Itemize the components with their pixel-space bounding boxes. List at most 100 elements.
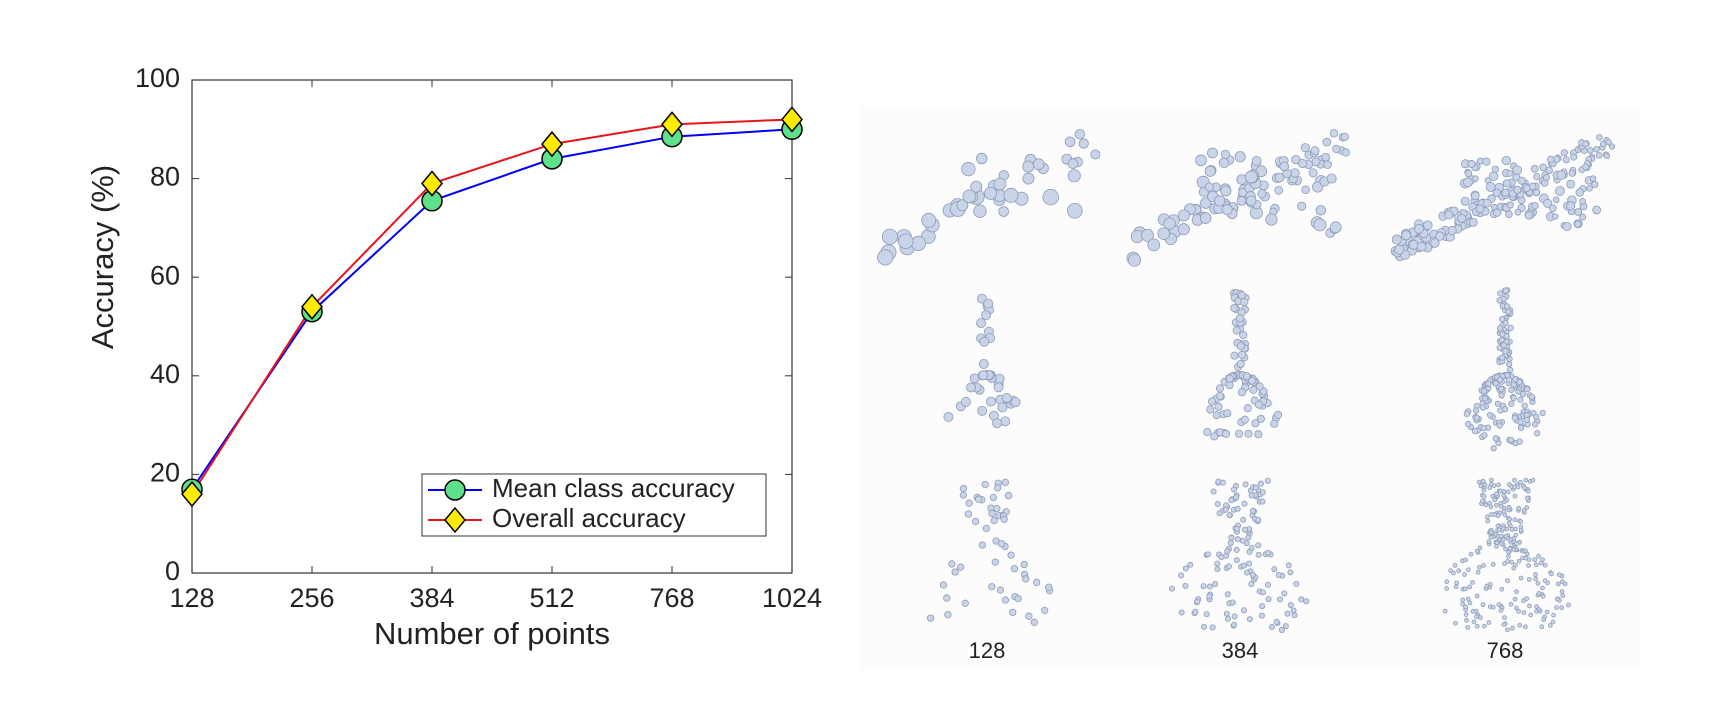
cloud-point (1310, 146, 1320, 156)
cloud-point (1521, 402, 1528, 409)
cloud-point (1480, 498, 1485, 504)
cloud-point (1518, 519, 1524, 524)
cloud-point (1045, 583, 1053, 591)
cloud-point (1505, 578, 1510, 584)
cloud-point (1274, 410, 1283, 419)
cloud-point (1523, 477, 1529, 483)
cloud-point (948, 560, 956, 568)
cloud-point (1240, 415, 1249, 424)
cloud-point (1596, 134, 1603, 141)
cloud-point (1291, 154, 1301, 165)
cloud-point (1233, 546, 1240, 553)
cloud-point (1322, 137, 1332, 147)
cloud-point (1259, 489, 1266, 496)
cloud-point (1562, 581, 1568, 587)
cloud-point (1447, 225, 1457, 236)
cloud-point (1237, 291, 1247, 300)
cloud-point (1204, 182, 1214, 192)
cloud-point (1582, 163, 1589, 171)
cloud-point (1514, 541, 1519, 546)
cloud-point (1235, 314, 1244, 323)
cloud-point (1074, 128, 1086, 140)
cloud-point (976, 318, 987, 329)
cloud-point (1513, 532, 1519, 538)
cloud-point (1273, 618, 1280, 625)
cloud-point (1507, 324, 1514, 332)
cloud-point (1199, 212, 1212, 224)
cloud-point (1032, 158, 1045, 171)
cloud-point (1512, 165, 1522, 175)
cloud-point (971, 517, 980, 526)
cloud-point (1463, 557, 1468, 563)
cloud-point (1478, 483, 1484, 489)
cloud-point (1524, 385, 1531, 393)
cloud-point (1579, 213, 1587, 221)
series-line (191, 118, 793, 495)
cloud-point (984, 186, 998, 200)
point (661, 111, 683, 138)
cloud-point (1498, 392, 1505, 399)
cloud-point (1448, 568, 1453, 573)
cloud-point (1479, 404, 1487, 411)
cloud-point (1481, 395, 1489, 402)
cloud-point (1514, 589, 1519, 595)
cloud-point (1501, 406, 1509, 413)
cloud-point (1542, 578, 1548, 583)
cloud-point (1499, 315, 1506, 323)
cloud-point (1214, 195, 1226, 207)
cloud-point (1067, 202, 1083, 219)
cloud-point (1231, 621, 1238, 628)
cloud-point (944, 611, 952, 619)
cloud-point (977, 405, 988, 416)
cloud-point (1497, 290, 1504, 297)
cloud-point (985, 396, 996, 407)
cloud-point (1556, 170, 1566, 180)
cloud-point (1249, 385, 1258, 394)
cloud-point (1209, 624, 1216, 631)
cloud-point (1297, 201, 1307, 211)
cloud-point (1539, 163, 1547, 172)
cloud-point (1528, 612, 1534, 618)
cloud-point (1517, 424, 1525, 431)
cloud-point (1481, 563, 1486, 568)
cloud-point (1401, 230, 1412, 241)
cloud-point (1481, 494, 1487, 499)
cloud-point (1548, 204, 1557, 213)
cloud-point (926, 614, 935, 622)
cloud-point (1251, 419, 1260, 428)
cloud-point (1203, 611, 1210, 618)
cloud-point (1547, 155, 1555, 164)
cloud-point (992, 418, 1002, 429)
cloud-label: 768 (1487, 638, 1524, 663)
cloud-point (1444, 210, 1454, 220)
cloud-point (1245, 195, 1257, 206)
cloud-point (1234, 525, 1241, 532)
cloud-point (1244, 170, 1258, 184)
cloud-point (1514, 208, 1522, 216)
cloud-point (1290, 607, 1297, 614)
cloud-point (910, 235, 926, 251)
cloud-point (1249, 572, 1256, 579)
cloud-point (1592, 205, 1601, 215)
cloud-point (1505, 559, 1510, 564)
cloud-point (1501, 155, 1511, 166)
cloud-point (1230, 486, 1237, 493)
cloud-point (1223, 610, 1230, 617)
x-tick-label: 128 (169, 583, 214, 613)
cloud-point (1157, 227, 1170, 240)
cloud-point (1510, 381, 1517, 388)
cloud-point (1503, 533, 1509, 539)
cloud-point (1574, 220, 1582, 228)
cloud-point (979, 336, 990, 347)
cloud-point (1507, 436, 1515, 444)
cloud-point (1492, 380, 1499, 387)
cloud-point (1246, 560, 1253, 567)
cloud-point (1225, 615, 1232, 622)
cloud-point (1456, 568, 1462, 574)
cloud-point (1177, 223, 1190, 236)
cloud-point (1516, 378, 1523, 386)
cloud-point (1127, 253, 1142, 267)
cloud-point (1540, 585, 1545, 591)
point (541, 130, 563, 158)
cloud-point (1524, 596, 1530, 601)
